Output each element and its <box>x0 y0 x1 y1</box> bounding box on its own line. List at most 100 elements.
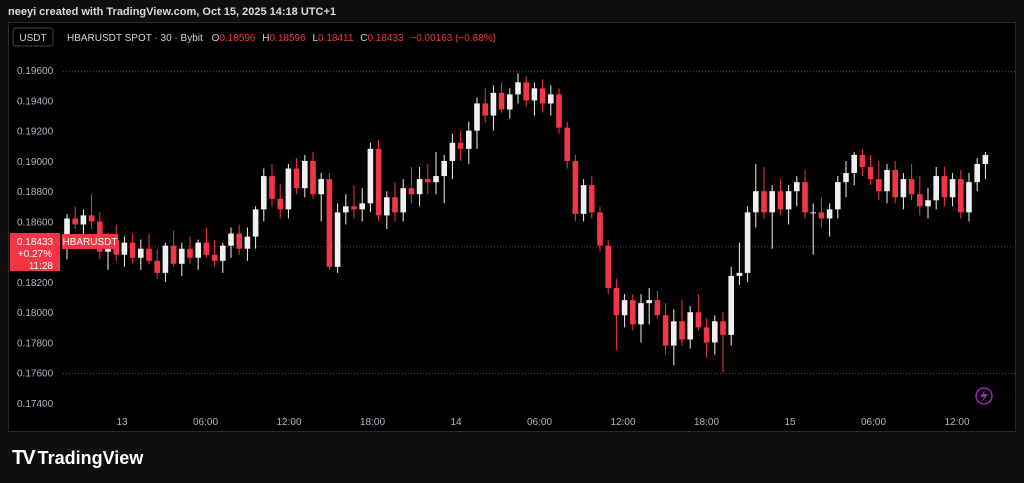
close-label: C <box>360 33 367 44</box>
candle-body <box>531 88 538 101</box>
x-tick-label: 06:00 <box>527 417 552 428</box>
low-label: L <box>312 33 318 44</box>
candle-body <box>359 203 365 210</box>
candle-body <box>917 194 923 207</box>
candle-body <box>441 160 447 177</box>
lightning-icon[interactable] <box>975 387 993 405</box>
candles-layer <box>64 73 989 373</box>
candle-body <box>187 248 193 258</box>
candle-body <box>654 300 661 316</box>
candle-body <box>211 254 218 261</box>
x-tick-label: 18:00 <box>694 417 719 428</box>
candle-body <box>843 173 849 183</box>
candle-body <box>572 160 579 214</box>
candle-body <box>129 242 136 258</box>
candle-body <box>744 212 751 273</box>
candle-body <box>613 288 620 316</box>
candle-body <box>580 185 587 214</box>
price-tag: 0.18433 +0.27% 11:28 HBARUSDT <box>10 233 118 272</box>
x-tick-label: 12:00 <box>944 417 969 428</box>
x-axis: 13 06:00 12:00 18:00 14 06:00 12:00 18:00 15 06:0… <box>116 417 970 428</box>
currency-button[interactable] <box>12 27 54 47</box>
candle-body <box>474 103 480 131</box>
candle-body <box>400 188 406 213</box>
price-tag-price: 0.18433 <box>17 237 54 248</box>
y-tick-label: 0.17400 <box>17 399 54 410</box>
chart-panel[interactable]: 0.19600 0.19400 0.19200 0.19000 0.18800 0.186… <box>8 22 1016 432</box>
candle-body <box>859 154 866 167</box>
y-tick-label: 0.19600 <box>17 66 54 77</box>
candle-body <box>785 191 792 210</box>
candle-body <box>720 321 726 335</box>
y-tick-label: 0.17600 <box>17 369 54 380</box>
candle-body <box>958 179 964 213</box>
candle-body <box>425 179 431 183</box>
price-tag-change: +0.27% <box>18 249 52 260</box>
candle-body <box>867 167 874 180</box>
x-tick-label: 12:00 <box>276 417 301 428</box>
candle-body <box>900 179 907 198</box>
tradingview-brand[interactable]: TV TradingView <box>12 447 143 470</box>
candle-body <box>712 321 718 343</box>
candle-body <box>490 92 497 116</box>
candle-body <box>482 103 488 116</box>
candle-body <box>457 142 464 149</box>
candle-body <box>662 315 669 346</box>
candle-body <box>384 197 390 216</box>
candle-body <box>334 212 341 267</box>
candle-body <box>375 148 382 216</box>
candle-body <box>646 300 652 304</box>
candle-body <box>507 94 513 110</box>
candle-body <box>974 163 980 183</box>
candle-body <box>794 182 800 192</box>
candle-body <box>367 148 374 204</box>
y-tick-label: 0.18200 <box>17 278 54 289</box>
candle-body <box>736 272 743 276</box>
candle-body <box>244 236 251 249</box>
candle-body <box>80 215 87 225</box>
open-label: O <box>212 33 220 44</box>
candle-body <box>195 242 201 258</box>
currency-button-label: USDT <box>19 33 46 44</box>
candle-body <box>835 182 841 210</box>
candle-body <box>966 182 972 213</box>
candle-body <box>416 179 423 195</box>
candle-body <box>679 321 685 340</box>
y-tick-label: 0.18600 <box>17 217 54 228</box>
x-tick-label: 14 <box>450 417 462 428</box>
candle-body <box>293 168 300 189</box>
grid-layer <box>63 71 1015 374</box>
candle-body <box>515 82 521 95</box>
high-value: 0.18596 <box>270 33 307 44</box>
candle-body <box>564 127 570 161</box>
candle-body <box>761 191 767 213</box>
y-tick-label: 0.17800 <box>17 338 54 349</box>
candle-body <box>343 206 349 213</box>
candle-body <box>138 248 144 258</box>
candle-body <box>777 191 784 210</box>
candle-body <box>326 179 333 267</box>
tradingview-name: TradingView <box>37 448 144 468</box>
x-tick-label: 06:00 <box>193 417 218 428</box>
candle-body <box>261 176 267 210</box>
candle-body <box>318 179 324 195</box>
candle-body <box>876 179 882 192</box>
candle-body <box>703 327 710 343</box>
candle-body <box>826 209 833 219</box>
candle-body <box>220 245 226 261</box>
candle-body <box>556 94 562 128</box>
created-by-text: neeyi created with TradingView.com, Oct … <box>8 6 337 18</box>
candle-body <box>925 200 931 207</box>
candle-body <box>728 275 734 335</box>
candle-body <box>351 206 357 210</box>
candle-body <box>949 179 956 198</box>
candle-body <box>121 242 128 255</box>
candle-body <box>548 94 554 104</box>
candle-body <box>539 88 546 104</box>
candlestick-chart[interactable]: 0.19600 0.19400 0.19200 0.19000 0.18800 0.186… <box>9 23 1015 431</box>
candle-body <box>162 245 169 273</box>
candle-body <box>466 130 472 149</box>
candle-body <box>589 185 595 213</box>
open-value: 0.18596 <box>219 33 256 44</box>
close-value: 0.18433 <box>367 33 404 44</box>
